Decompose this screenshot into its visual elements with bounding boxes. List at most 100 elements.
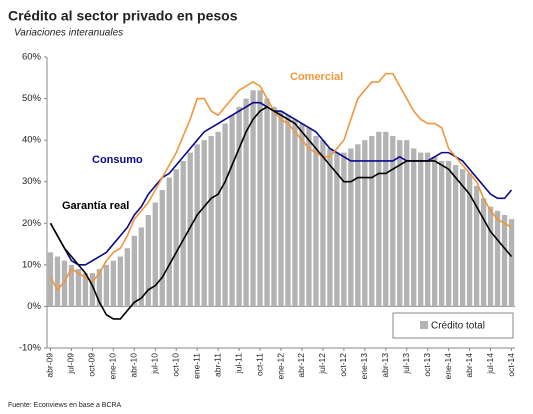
x-tick-label: oct-12 (338, 353, 348, 377)
series-label: Comercial (290, 71, 343, 83)
bar (229, 115, 235, 307)
bar (145, 214, 151, 307)
series-label: Consumo (92, 154, 143, 166)
y-tick-label: 60% (22, 52, 42, 63)
x-tick-label: ene-11 (191, 353, 201, 379)
bar (452, 165, 459, 307)
bar (89, 273, 96, 307)
x-tick-label: jul-13 (401, 353, 411, 375)
bar (194, 144, 200, 307)
bar (236, 106, 242, 307)
bar (75, 269, 82, 307)
bar (243, 98, 249, 307)
bar (292, 119, 298, 307)
x-tick-label: abr-09 (45, 353, 55, 378)
x-tick-label: jul-10 (150, 353, 160, 375)
bar (390, 135, 396, 307)
y-tick-label: 40% (22, 135, 42, 146)
bar (54, 256, 61, 307)
bar (222, 123, 228, 307)
y-tick-label: 10% (22, 259, 42, 270)
bar (110, 260, 117, 307)
bar (508, 219, 515, 307)
bar (124, 248, 130, 307)
bar (187, 152, 193, 307)
bar (271, 106, 277, 307)
bar (397, 140, 403, 307)
chart-title: Crédito al sector privado en pesos (8, 8, 238, 24)
source-note: Fuente: Econviews en base a BCRA (8, 402, 122, 409)
bar (473, 185, 480, 307)
x-tick-label: ene-12 (275, 353, 285, 380)
legend-swatch (420, 321, 428, 329)
bar (285, 115, 291, 307)
bar (103, 264, 110, 307)
y-tick-label: 0% (27, 301, 41, 312)
bar (480, 198, 487, 307)
bar (439, 160, 445, 307)
bar (362, 140, 368, 307)
x-tick-label: abr-11 (212, 353, 222, 377)
bar (404, 140, 410, 307)
bar (180, 160, 186, 307)
x-tick-label: oct-13 (422, 353, 432, 377)
x-tick-label: abr-10 (129, 353, 139, 378)
x-tick-label: abr-12 (296, 353, 306, 378)
x-tick-label: jul-12 (317, 353, 327, 375)
series-label: Garantía real (62, 200, 129, 212)
bar (494, 210, 501, 307)
bar (487, 206, 494, 307)
bar (501, 214, 508, 307)
bar (459, 169, 466, 307)
bar (264, 98, 270, 307)
bar (432, 156, 438, 307)
bar (173, 169, 179, 307)
y-tick-label: -10% (19, 343, 42, 354)
bar (411, 148, 417, 307)
bar (341, 152, 347, 307)
bar (61, 260, 68, 307)
bar (152, 202, 158, 307)
line-series (49, 105, 513, 320)
bar (445, 160, 452, 307)
bar (369, 135, 375, 307)
bar (159, 190, 165, 307)
legend-label: Crédito total (431, 321, 485, 332)
chart-subtitle: Variaciones interanuales (14, 28, 123, 39)
bar (313, 135, 319, 307)
bar (355, 144, 361, 307)
x-tick-label: ene-13 (359, 353, 369, 380)
bar (166, 177, 172, 307)
y-tick-label: 20% (22, 218, 42, 229)
x-tick-label: oct-10 (170, 353, 180, 377)
bar (208, 135, 214, 307)
x-tick-label: jul-14 (485, 353, 495, 375)
bar (418, 152, 424, 307)
y-tick-label: 30% (22, 176, 42, 187)
x-tick-label: ene-10 (108, 353, 118, 380)
x-tick-label: abr-14 (464, 353, 474, 378)
x-tick-label: oct-09 (87, 353, 97, 377)
bar (117, 256, 123, 307)
bar (383, 131, 389, 307)
x-tick-label: oct-14 (506, 353, 516, 377)
y-tick-label: 50% (22, 93, 42, 104)
bar (257, 90, 263, 307)
bar (299, 123, 305, 307)
bar (466, 173, 473, 307)
line-series (49, 72, 512, 292)
line-series (49, 101, 513, 266)
bar (250, 90, 256, 307)
x-tick-label: oct-11 (254, 353, 264, 376)
bar (47, 252, 54, 307)
bar (376, 131, 382, 307)
bar (306, 127, 312, 307)
bar (327, 148, 333, 307)
bar (348, 148, 354, 307)
legend-box (392, 312, 514, 339)
x-tick-label: abr-13 (380, 353, 390, 378)
bar (320, 140, 326, 307)
bar (138, 227, 144, 307)
bar (334, 152, 340, 307)
